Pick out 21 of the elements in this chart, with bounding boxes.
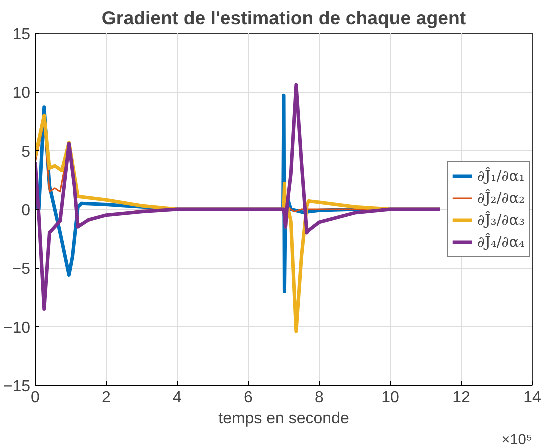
y-tick-label: 10 (12, 85, 31, 102)
x-tick-label: 4 (173, 390, 182, 406)
y-tick-label: −10 (3, 320, 31, 337)
y-tick-label: −5 (12, 261, 31, 278)
chart-title: Gradient de l'estimation de chaque agent (102, 8, 466, 28)
legend-label: ∂Ĵ₃/∂α₃ (477, 212, 525, 228)
y-tick-label: 0 (22, 202, 31, 220)
y-tick-label: 15 (12, 26, 31, 44)
legend-label: ∂Ĵ₄/∂α₄ (477, 234, 525, 250)
legend-label: ∂Ĵ₁/∂α₁ (477, 168, 525, 184)
x-axis-title: temps en seconde (218, 410, 350, 428)
text: ×10⁵ (502, 432, 532, 448)
x-tick-label: 14 (524, 390, 542, 406)
x-tick-label: 8 (315, 390, 324, 406)
legend-label: ∂Ĵ₂/∂α₂ (477, 190, 525, 206)
x-tick-label: 6 (244, 390, 254, 406)
y-tick-label: 5 (22, 144, 31, 161)
y-tick-label: −15 (3, 378, 31, 396)
x-tick-label: 12 (452, 390, 470, 406)
x-tick-label: 2 (102, 390, 112, 406)
x-tick-label: 10 (382, 390, 400, 406)
